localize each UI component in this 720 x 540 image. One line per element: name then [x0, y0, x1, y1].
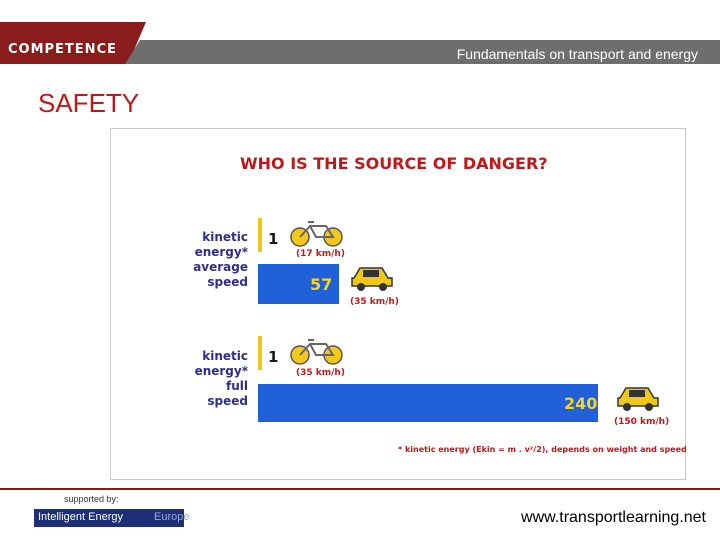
page-title: SAFETY	[38, 88, 140, 118]
header-subtitle: Fundamentals on transport and energy	[456, 46, 698, 62]
group1-label-line4: speed	[207, 275, 248, 289]
group1-bicycle-speed: (17 km/h)	[296, 249, 345, 259]
header-band	[0, 22, 720, 64]
website-link[interactable]: www.transportlearning.net	[521, 509, 706, 526]
sponsor-suffix: Europe	[154, 511, 190, 523]
group2-label-line3: full	[226, 379, 248, 393]
group2-axis-marker	[258, 336, 262, 370]
group1-label-line3: average	[193, 260, 248, 274]
brand-logo: COMPETENCE	[8, 42, 117, 57]
group2-car-speed: (150 km/h)	[614, 417, 670, 427]
car-icon	[351, 267, 393, 291]
chart-footnote: * kinetic energy (Ekin = m . v²/2), depe…	[398, 445, 687, 454]
group1-label-line2: energy*	[194, 245, 248, 259]
group2-label-line2: energy*	[194, 364, 248, 378]
group1-car-value: 57	[310, 275, 333, 294]
sponsor-logo	[34, 509, 184, 527]
bicycle-icon	[290, 339, 343, 365]
group2-label: kinetic energy* full speed	[188, 349, 248, 409]
group2-car-bar	[258, 384, 598, 422]
sponsor-name: Intelligent Energy	[38, 511, 123, 523]
bicycle-icon	[290, 221, 343, 247]
group1-bicycle-value: 1	[268, 230, 279, 248]
car-icon	[617, 387, 659, 411]
footer-divider	[0, 488, 720, 490]
group2-car-value: 240	[564, 394, 598, 413]
group1-label: kinetic energy* average speed	[188, 230, 248, 290]
group2-bicycle-value: 1	[268, 348, 279, 366]
group2-label-line1: kinetic	[202, 349, 248, 363]
group1-axis-marker	[258, 218, 262, 252]
group1-car-speed: (35 km/h)	[350, 297, 399, 307]
group2-bicycle-speed: (35 km/h)	[296, 368, 345, 378]
chart-title: WHO IS THE SOURCE OF DANGER?	[240, 154, 548, 173]
supported-by-label: supported by:	[64, 494, 119, 504]
group1-car-bar	[258, 264, 339, 304]
group1-label-line1: kinetic	[202, 230, 248, 244]
group2-label-line4: speed	[207, 394, 248, 408]
